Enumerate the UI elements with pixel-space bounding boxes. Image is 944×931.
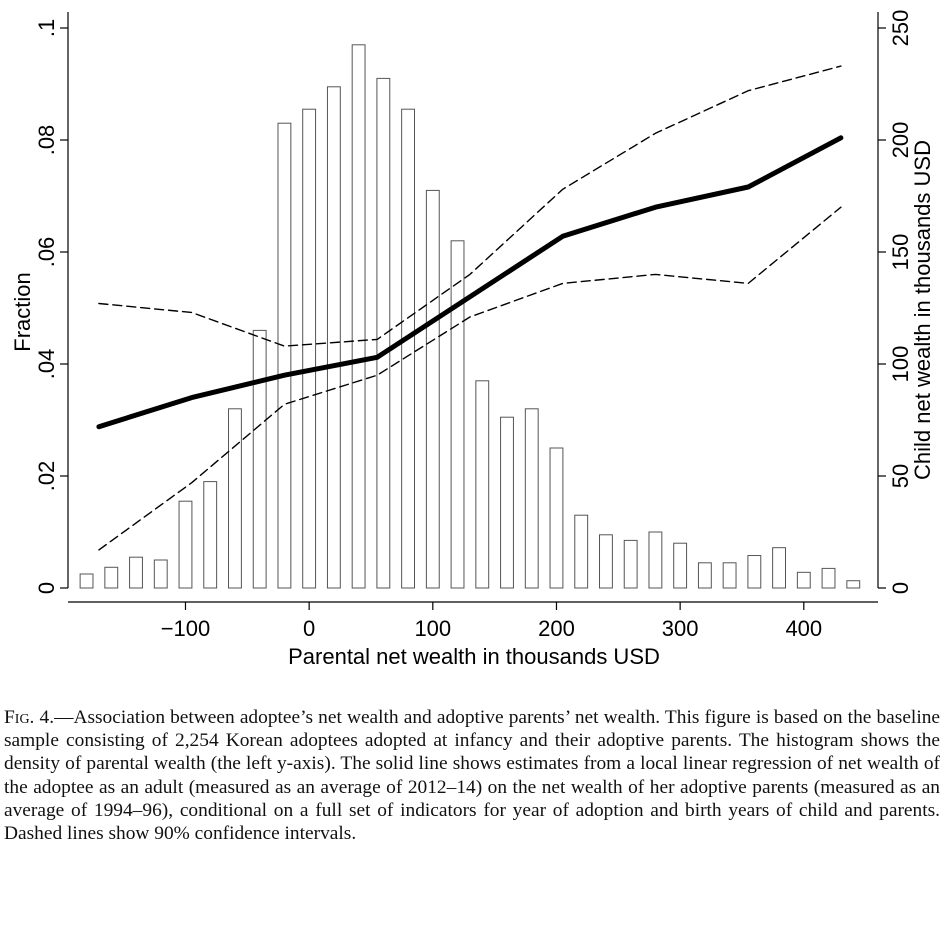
histogram-bars (79, 44, 861, 589)
y-right-tick-label-4: 200 (888, 122, 913, 159)
y-axis-left-title: Fraction (10, 272, 35, 351)
histogram-bar-13 (401, 108, 416, 589)
histogram-bar-30 (821, 567, 836, 589)
histogram-bar-25 (697, 562, 712, 589)
histogram-bar-1 (104, 566, 119, 589)
histogram-bar-4 (178, 500, 193, 589)
y-axis-right-title: Child net wealth in thousands USD (910, 140, 935, 480)
histogram-bar-2 (129, 556, 143, 589)
y-left-tick-label-3: .06 (34, 237, 59, 268)
chart-svg: −100 0 100 200 300 400 0 .02 .04 .06 .08 .1 0 50 100 15… (10, 10, 935, 669)
figure-caption: Fig. 4.—Association between adoptee’s ne… (4, 706, 940, 845)
y-left-tick-label-5: .1 (34, 19, 59, 37)
histogram-bar-19 (549, 447, 564, 589)
histogram-bar-16 (475, 380, 490, 589)
histogram-bar-12 (376, 77, 391, 589)
histogram-bar-29 (796, 571, 811, 589)
y-right-tick-label-2: 100 (888, 346, 913, 383)
histogram-bar-14 (425, 189, 440, 589)
histogram-bar-5 (203, 481, 218, 589)
histogram-bar-11 (351, 44, 366, 589)
x-tick-label-2: 100 (414, 616, 451, 641)
x-tick-label-3: 200 (538, 616, 575, 641)
histogram-bar-31 (846, 580, 861, 589)
histogram-bar-23 (648, 531, 663, 589)
x-tick-label-4: 300 (662, 616, 699, 641)
y-right-tick-label-5: 250 (888, 10, 913, 47)
histogram-bar-7 (252, 329, 267, 589)
histogram-bar-18 (524, 408, 539, 589)
histogram-bar-0 (79, 573, 94, 589)
line-estimate (96, 135, 844, 430)
y-left-tick-label-4: .08 (34, 125, 59, 156)
y-right-tick-label-0: 0 (888, 582, 913, 594)
x-tick-label-1: 0 (303, 616, 315, 641)
histogram-bar-28 (772, 547, 787, 589)
histogram-bar-26 (722, 562, 737, 589)
axes: −100 0 100 200 300 400 0 .02 .04 .06 .08 .1 0 50 100 15… (34, 10, 913, 641)
y-right-tick-label-1: 50 (888, 464, 913, 488)
x-axis-title: Parental net wealth in thousands USD (288, 644, 660, 669)
caption-label: Fig. 4. (4, 707, 55, 728)
histogram-bar-24 (673, 542, 688, 589)
wealth-chart: −100 0 100 200 300 400 0 .02 .04 .06 .08 .1 0 50 100 15… (10, 10, 935, 669)
caption-text: —Association between adoptee’s net wealt… (4, 707, 941, 845)
histogram-bar-10 (326, 86, 341, 589)
histogram-bar-6 (228, 408, 242, 589)
histogram-bar-21 (599, 534, 613, 589)
histogram-bar-17 (500, 416, 514, 589)
y-right-tick-label-3: 150 (888, 234, 913, 271)
y-left-tick-label-1: .02 (34, 461, 59, 492)
y-left-tick-label-0: 0 (34, 582, 59, 594)
y-left-tick-label-2: .04 (34, 349, 59, 380)
histogram-bar-27 (747, 555, 762, 589)
line-ci-lower (98, 206, 842, 551)
histogram-bar-3 (153, 559, 168, 589)
x-tick-label-5: 400 (785, 616, 822, 641)
histogram-bar-15 (450, 240, 465, 589)
histogram-bar-22 (623, 539, 638, 589)
line-ci-upper (98, 65, 842, 347)
histogram-bar-9 (302, 108, 317, 589)
histogram-bar-8 (277, 122, 292, 589)
histogram-bar-20 (574, 514, 589, 589)
regression-lines (96, 65, 844, 551)
x-tick-label-0: −100 (161, 616, 211, 641)
